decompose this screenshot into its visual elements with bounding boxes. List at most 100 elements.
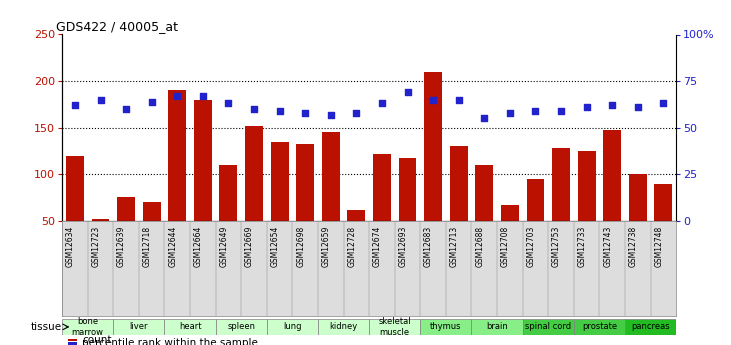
- Point: [376, 101, 387, 106]
- Bar: [629, 174, 647, 221]
- Bar: [296, 145, 314, 221]
- Bar: [322, 132, 340, 221]
- Bar: [603, 129, 621, 221]
- Point: [478, 116, 490, 121]
- FancyBboxPatch shape: [523, 319, 574, 335]
- Bar: [68, 339, 77, 341]
- Bar: [347, 210, 366, 221]
- Text: GSM12713: GSM12713: [450, 226, 459, 267]
- Point: [453, 97, 465, 102]
- Bar: [168, 90, 186, 221]
- Point: [606, 102, 618, 108]
- Text: spinal cord: spinal cord: [525, 322, 572, 332]
- Text: kidney: kidney: [330, 322, 357, 332]
- Text: bone
marrow: bone marrow: [72, 317, 104, 337]
- Bar: [526, 179, 545, 221]
- Text: GSM12708: GSM12708: [501, 226, 510, 267]
- Bar: [654, 184, 673, 221]
- Point: [427, 97, 439, 102]
- Text: GDS422 / 40005_at: GDS422 / 40005_at: [56, 20, 178, 33]
- Bar: [552, 148, 570, 221]
- Point: [351, 110, 363, 116]
- Text: pancreas: pancreas: [632, 322, 670, 332]
- Point: [69, 102, 81, 108]
- Text: GSM12728: GSM12728: [347, 226, 357, 267]
- Point: [95, 97, 107, 102]
- Text: lung: lung: [283, 322, 302, 332]
- Point: [300, 110, 311, 116]
- Text: GSM12654: GSM12654: [270, 226, 279, 267]
- Point: [145, 99, 158, 104]
- Text: GSM12738: GSM12738: [629, 226, 637, 267]
- FancyBboxPatch shape: [318, 319, 369, 335]
- Text: liver: liver: [129, 322, 148, 332]
- Text: GSM12688: GSM12688: [475, 226, 484, 267]
- Text: GSM12649: GSM12649: [219, 226, 228, 267]
- Point: [529, 108, 541, 114]
- Text: heart: heart: [179, 322, 201, 332]
- Point: [402, 89, 414, 95]
- Text: GSM12733: GSM12733: [577, 226, 587, 267]
- FancyBboxPatch shape: [369, 319, 420, 335]
- Bar: [501, 205, 519, 221]
- Text: GSM12723: GSM12723: [91, 226, 101, 267]
- Text: GSM12683: GSM12683: [424, 226, 433, 267]
- Point: [222, 101, 234, 106]
- Bar: [68, 342, 77, 345]
- Bar: [117, 197, 135, 221]
- Text: percentile rank within the sample: percentile rank within the sample: [83, 338, 258, 345]
- Point: [325, 112, 336, 117]
- Text: GSM12748: GSM12748: [654, 226, 664, 267]
- FancyBboxPatch shape: [113, 319, 164, 335]
- Text: prostate: prostate: [582, 322, 617, 332]
- Bar: [398, 158, 417, 221]
- Text: GSM12693: GSM12693: [398, 226, 408, 267]
- Text: thymus: thymus: [430, 322, 462, 332]
- Point: [120, 106, 132, 112]
- Point: [632, 105, 644, 110]
- Text: GSM12639: GSM12639: [117, 226, 126, 267]
- Text: spleen: spleen: [227, 322, 255, 332]
- Bar: [66, 156, 84, 221]
- Text: GSM12634: GSM12634: [66, 226, 75, 267]
- FancyBboxPatch shape: [267, 319, 318, 335]
- FancyBboxPatch shape: [625, 319, 676, 335]
- Bar: [245, 126, 263, 221]
- Point: [249, 106, 260, 112]
- Point: [171, 93, 183, 99]
- Text: GSM12669: GSM12669: [245, 226, 254, 267]
- FancyBboxPatch shape: [216, 319, 267, 335]
- Bar: [424, 72, 442, 221]
- Bar: [143, 202, 161, 221]
- Text: GSM12743: GSM12743: [603, 226, 612, 267]
- Text: GSM12644: GSM12644: [168, 226, 178, 267]
- Bar: [194, 100, 212, 221]
- Bar: [577, 151, 596, 221]
- Point: [581, 105, 593, 110]
- Point: [273, 108, 285, 114]
- Point: [658, 101, 670, 106]
- Text: brain: brain: [486, 322, 508, 332]
- Text: GSM12698: GSM12698: [296, 226, 306, 267]
- Point: [197, 93, 209, 99]
- Text: GSM12659: GSM12659: [322, 226, 330, 267]
- Bar: [219, 165, 238, 221]
- Bar: [270, 141, 289, 221]
- Text: tissue: tissue: [31, 322, 62, 332]
- Text: skeletal
muscle: skeletal muscle: [379, 317, 411, 337]
- Text: GSM12664: GSM12664: [194, 226, 203, 267]
- Point: [504, 110, 516, 116]
- FancyBboxPatch shape: [471, 319, 523, 335]
- Text: GSM12718: GSM12718: [143, 226, 152, 267]
- FancyBboxPatch shape: [62, 319, 113, 335]
- FancyBboxPatch shape: [420, 319, 471, 335]
- Point: [556, 108, 567, 114]
- Bar: [475, 165, 493, 221]
- Text: GSM12753: GSM12753: [552, 226, 561, 267]
- FancyBboxPatch shape: [574, 319, 625, 335]
- Text: count: count: [83, 335, 112, 345]
- FancyBboxPatch shape: [164, 319, 216, 335]
- Text: GSM12703: GSM12703: [526, 226, 535, 267]
- Bar: [373, 154, 391, 221]
- Bar: [91, 219, 110, 221]
